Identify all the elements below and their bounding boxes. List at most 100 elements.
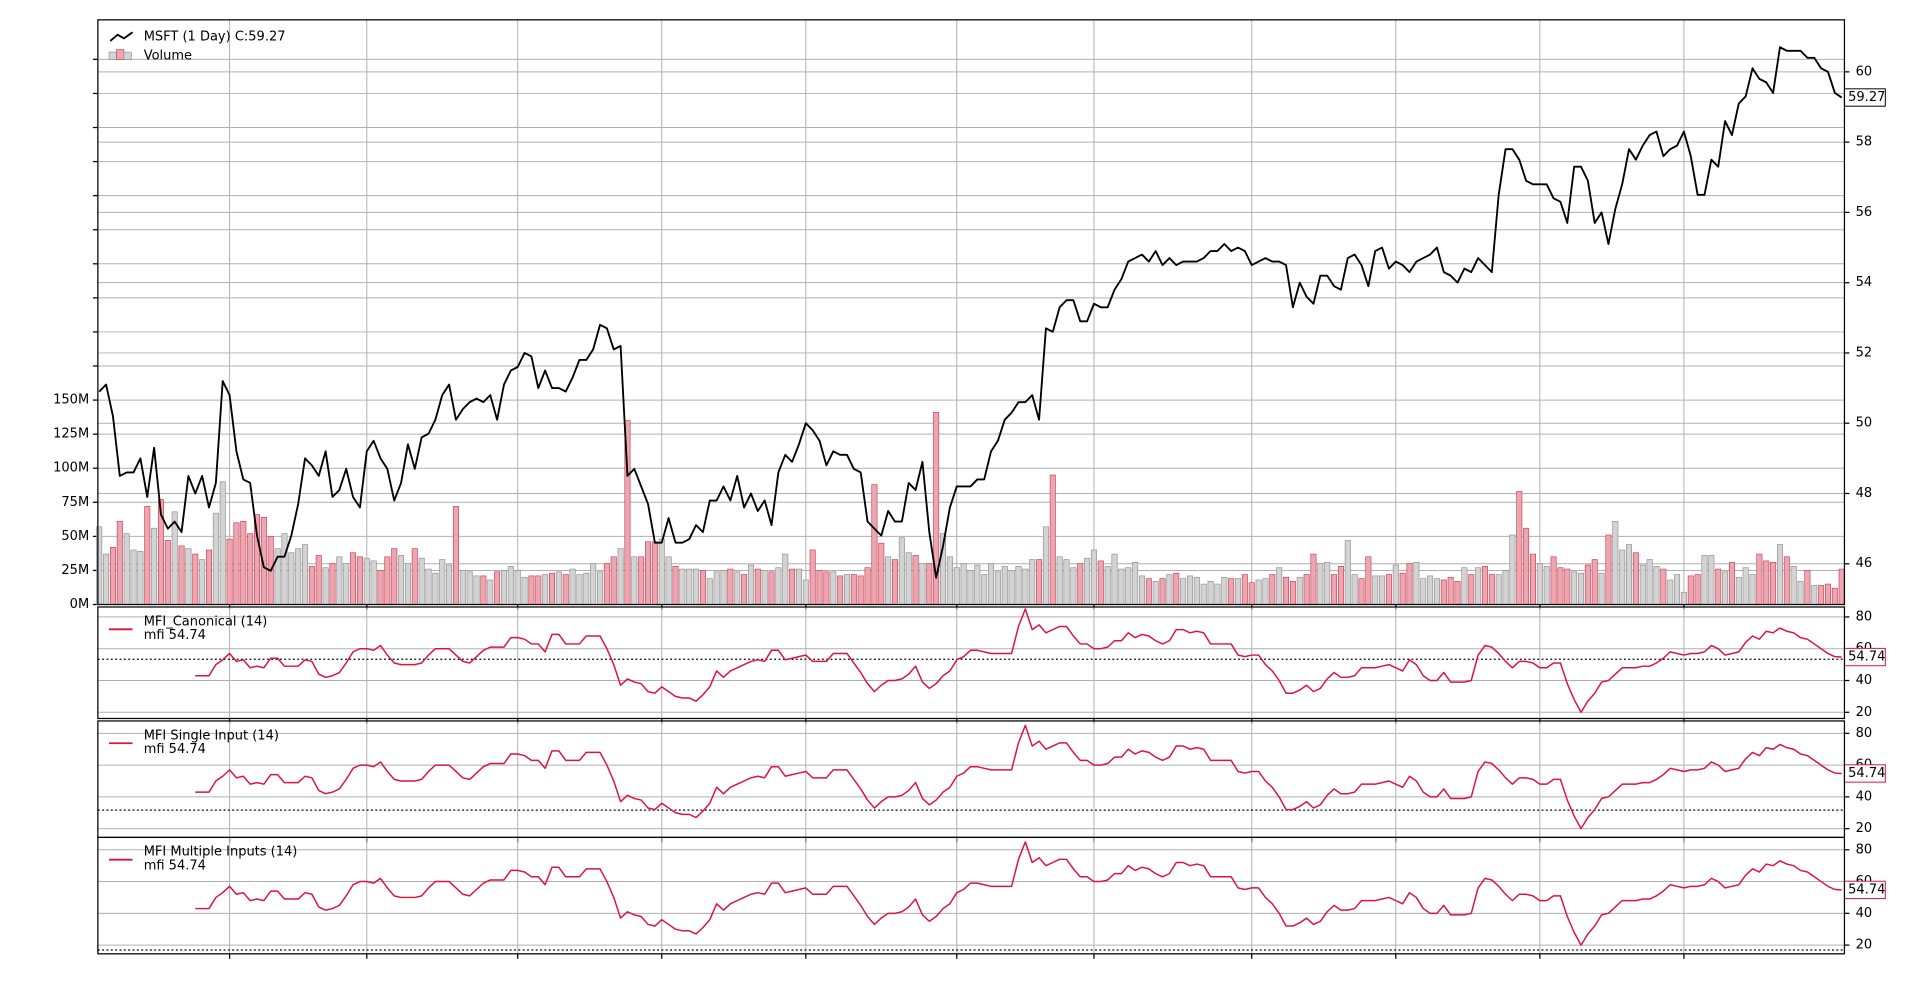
volume-bar	[233, 522, 240, 605]
legend-entry: MSFT (1 Day) C:59.27	[144, 30, 286, 45]
volume-bar	[487, 579, 494, 605]
volume-bar	[302, 544, 309, 605]
volume-bar	[514, 570, 521, 605]
volume-bar	[1550, 556, 1557, 605]
volume-bar	[1221, 576, 1228, 605]
volume-bar	[1797, 581, 1804, 605]
volume-bar	[795, 568, 802, 605]
volume-bar	[974, 564, 981, 605]
legend-entry: Volume	[144, 48, 192, 63]
volume-bar	[240, 521, 247, 605]
volume-bar	[226, 538, 233, 605]
volume-bar	[411, 548, 418, 605]
volume-bar	[1790, 566, 1797, 605]
volume-bar	[1351, 574, 1358, 605]
last-value-label: 54.74	[1848, 650, 1885, 665]
volume-bar	[370, 560, 377, 605]
y-tick-label: 150M	[53, 393, 89, 408]
volume-bar	[645, 541, 652, 605]
volume-bar	[103, 553, 110, 605]
volume-bar	[1296, 576, 1303, 605]
volume-bar	[679, 568, 686, 605]
volume-bar	[1008, 570, 1015, 605]
volume-bar	[885, 556, 892, 605]
volume-bar	[741, 574, 748, 605]
volume-bar	[1680, 591, 1687, 605]
volume-bar	[871, 484, 878, 605]
volume-bar	[1152, 581, 1159, 605]
volume-bar	[754, 568, 761, 605]
volume-bar	[1605, 534, 1612, 605]
series-line	[195, 608, 1842, 714]
legend-swatch	[123, 51, 132, 60]
panel-frame	[97, 720, 1846, 839]
y2-tick-label: 20	[1856, 821, 1873, 836]
volume-bar	[631, 556, 638, 605]
volume-bar	[699, 570, 706, 605]
volume-bar	[1090, 549, 1097, 605]
volume-bar	[1612, 521, 1619, 605]
volume-bar	[802, 579, 809, 605]
volume-bar	[404, 563, 411, 605]
y-tick-label: 25M	[61, 563, 89, 578]
volume-bar	[713, 571, 720, 605]
volume-bar	[988, 563, 995, 605]
last-value-label: 59.27	[1848, 90, 1885, 105]
volume-bar	[1331, 574, 1338, 605]
volume-bar	[391, 548, 398, 605]
volume-bar	[151, 527, 158, 605]
volume-bar	[905, 552, 912, 605]
volume-bar	[1756, 553, 1763, 605]
y-tick-label: 125M	[53, 427, 89, 442]
volume-bar	[459, 570, 466, 605]
volume-bar	[144, 506, 151, 605]
volume-bar	[1571, 571, 1578, 605]
volume-bar	[1392, 564, 1399, 605]
volume-bar	[1735, 576, 1742, 605]
volume-bar	[1015, 566, 1022, 605]
volume-bar	[1454, 581, 1461, 605]
volume-bar	[1070, 567, 1077, 605]
volume-bar	[1578, 572, 1584, 605]
volume-bar	[816, 570, 823, 605]
legend-swatch	[116, 49, 125, 60]
volume-bar	[981, 574, 988, 605]
volume-bar	[782, 553, 789, 605]
legend-entry: mfi 54.74	[144, 628, 206, 643]
volume-bar	[597, 571, 604, 605]
volume-bar	[1687, 575, 1694, 605]
volume-bar	[555, 571, 562, 605]
volume-bar	[1385, 574, 1392, 605]
volume-bar	[1276, 567, 1283, 605]
volume-bar	[199, 559, 206, 605]
legend-title: MFI Multiple Inputs (14)	[144, 845, 298, 860]
volume-bar	[953, 567, 960, 605]
volume-bar	[878, 542, 885, 605]
volume-bar	[473, 575, 480, 605]
volume-bar	[1248, 582, 1255, 605]
volume-bar	[1063, 559, 1070, 605]
volume-bar	[1379, 575, 1386, 605]
volume-bar	[1523, 527, 1530, 605]
volume-bar	[1303, 574, 1310, 605]
y-tick-label: 75M	[61, 495, 89, 510]
panel-frame	[97, 606, 1846, 720]
volume-bar	[850, 574, 857, 605]
volume-bar	[761, 570, 768, 605]
volume-bar	[1358, 578, 1365, 605]
volume-bar	[1536, 563, 1543, 605]
series-line	[195, 841, 1842, 946]
volume-bar	[727, 568, 734, 605]
volume-bar	[1708, 555, 1715, 605]
volume-bar	[569, 568, 576, 605]
volume-bar	[1509, 534, 1516, 605]
volume-bar	[192, 553, 199, 605]
volume-bar	[898, 537, 905, 605]
y2-tick-label: 46	[1856, 556, 1873, 571]
volume-bar	[603, 563, 610, 605]
volume-bar	[1701, 555, 1708, 605]
volume-bar	[1728, 561, 1735, 605]
volume-bar	[1283, 576, 1290, 605]
y2-tick-label: 40	[1856, 673, 1873, 688]
volume-bar	[1187, 575, 1193, 605]
